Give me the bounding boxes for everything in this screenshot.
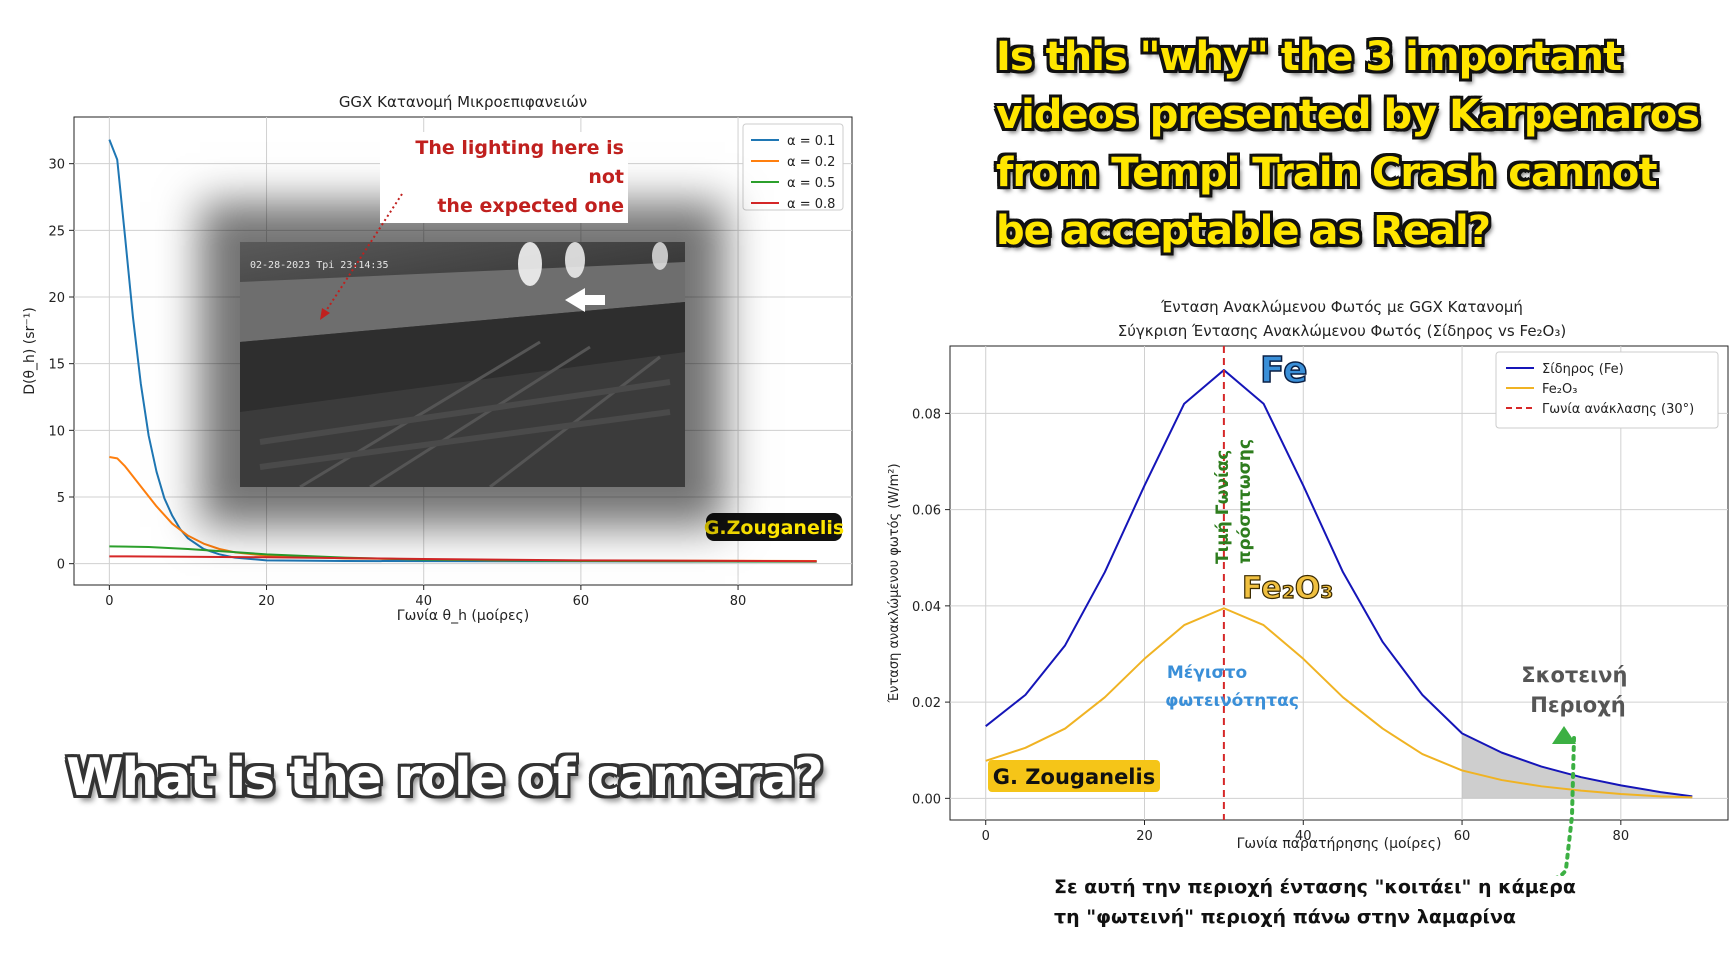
x-tick-label: 60 xyxy=(1454,829,1471,844)
vertical-label-line: πρόσπτωσης xyxy=(1235,439,1255,564)
chart1-ticks: 0 20 40 60 80 0 5 10 15 20 25 30 xyxy=(48,158,746,609)
x-tick-label: 80 xyxy=(730,594,747,609)
bottom-note: Σε αυτή την περιοχή έντασης "κοιτάει" η … xyxy=(1054,872,1576,932)
dark-region-label: Σκοτεινή Περιοχή xyxy=(1521,663,1635,717)
dark-region-line: Περιοχή xyxy=(1530,693,1625,717)
x-tick-label: 0 xyxy=(982,829,990,844)
y-tick-label: 0.04 xyxy=(912,600,941,615)
x-tick-label: 40 xyxy=(415,594,432,609)
legend-label: Σίδηρος (Fe) xyxy=(1542,362,1624,377)
y-tick-label: 0.00 xyxy=(912,792,941,807)
y-tick-label: 30 xyxy=(48,158,65,173)
y-tick-label: 0 xyxy=(57,558,65,573)
headline-line: from Tempi Train Crash cannot xyxy=(996,150,1658,196)
photo-scene xyxy=(240,242,685,487)
x-tick-label: 60 xyxy=(573,594,590,609)
chart1-ylabel: D(θ_h) (sr⁻¹) xyxy=(22,307,38,395)
x-tick-label: 40 xyxy=(1295,829,1312,844)
photo-annotation: The lighting here is not the expected on… xyxy=(380,132,628,223)
x-tick-label: 20 xyxy=(258,594,275,609)
headline: Is this "why" the 3 important videos pre… xyxy=(996,28,1716,260)
bottom-note-line: τη "φωτεινή" περιοχή πάνω στην λαμαρίνα xyxy=(1054,906,1516,928)
vertical-label: Τιμή Γωνίας πρόσπτωσης xyxy=(1213,439,1255,564)
y-tick-label: 5 xyxy=(57,491,65,506)
chart2-ticks: 0 20 40 60 80 0.00 0.02 0.04 0.06 0.08 xyxy=(912,407,1629,844)
y-tick-label: 20 xyxy=(48,291,65,306)
legend-label: Fe₂O₃ xyxy=(1542,382,1577,397)
fe2o3-label: Fe₂O₃ xyxy=(1242,571,1333,606)
chart2-watermark: G. Zouganelis xyxy=(988,760,1160,792)
chart2-watermark-text: G. Zouganelis xyxy=(993,765,1155,789)
y-tick-label: 10 xyxy=(48,424,65,439)
max-label-line: φωτεινότητας xyxy=(1165,691,1299,711)
dark-region-line: Σκοτεινή xyxy=(1521,663,1627,687)
legend-label: Γωνία ανάκλασης (30°) xyxy=(1542,402,1694,417)
chart1-xlabel: Γωνία θ_h (μοίρες) xyxy=(397,608,529,624)
chart2-legend: Σίδηρος (Fe) Fe₂O₃ Γωνία ανάκλασης (30°) xyxy=(1495,351,1719,429)
chart1-title: GGX Κατανομή Μικροεπιφανειών xyxy=(339,93,587,111)
x-tick-label: 20 xyxy=(1136,829,1153,844)
chart2-ylabel: Ένταση ανακλώμενου φωτός (W/m²) xyxy=(887,463,902,703)
camera-question: What is the role of camera? xyxy=(66,748,824,808)
headline-line: be acceptable as Real? xyxy=(996,208,1491,254)
headline-line: videos presented by Karpenaros xyxy=(996,92,1700,138)
bottom-note-line: Σε αυτή την περιοχή έντασης "κοιτάει" η … xyxy=(1054,876,1576,898)
y-tick-label: 15 xyxy=(48,358,65,373)
legend-label: α = 0.8 xyxy=(787,197,835,212)
max-label: Μέγιστο φωτεινότητας xyxy=(1165,663,1299,711)
fe-label: Fe xyxy=(1260,350,1308,391)
y-tick-label: 25 xyxy=(48,224,65,239)
chart2-series xyxy=(985,369,1693,799)
legend-label: α = 0.1 xyxy=(787,134,835,149)
annotation-line: The lighting here is not xyxy=(415,137,624,188)
chart1-series xyxy=(108,139,817,563)
green-dotted-arrow xyxy=(1552,726,1576,876)
legend-label: α = 0.5 xyxy=(787,176,835,191)
series-line xyxy=(985,369,1693,798)
chart2-title: Ένταση Ανακλώμενου Φωτός με GGX Κατανομή xyxy=(1160,298,1523,316)
x-tick-label: 80 xyxy=(1613,829,1630,844)
series-line xyxy=(985,607,1693,799)
annotation-line: the expected one xyxy=(437,195,624,217)
chart2-subtitle: Σύγκριση Έντασης Ανακλώμενου Φωτός (Σίδη… xyxy=(1118,322,1566,340)
reflected-light-chart: Ένταση Ανακλώμενου Φωτός με GGX Κατανομή… xyxy=(887,298,1729,876)
chart1-legend: α = 0.1 α = 0.2 α = 0.5 α = 0.8 xyxy=(742,123,844,212)
y-tick-label: 0.08 xyxy=(912,407,941,422)
legend-label: α = 0.2 xyxy=(787,155,835,170)
y-tick-label: 0.02 xyxy=(912,696,941,711)
y-tick-label: 0.06 xyxy=(912,504,941,519)
photo-timestamp: 02-28-2023 Tpi 23:14:35 xyxy=(250,260,389,271)
vertical-label-line: Τιμή Γωνίας xyxy=(1213,450,1233,564)
arrow-icon xyxy=(565,288,605,312)
series-line xyxy=(109,555,817,563)
max-label-line: Μέγιστο xyxy=(1167,663,1247,683)
chart1-watermark: G.Zouganelis xyxy=(704,513,844,541)
camera-frame-photo: 02-28-2023 Tpi 23:14:35 xyxy=(240,242,685,487)
x-tick-label: 0 xyxy=(105,594,113,609)
headline-line: Is this "why" the 3 important xyxy=(996,34,1622,80)
chart2-xlabel: Γωνία παρατήρησης (μοίρες) xyxy=(1237,836,1442,852)
series-line xyxy=(108,139,817,563)
chart1-watermark-text: G.Zouganelis xyxy=(704,517,844,539)
